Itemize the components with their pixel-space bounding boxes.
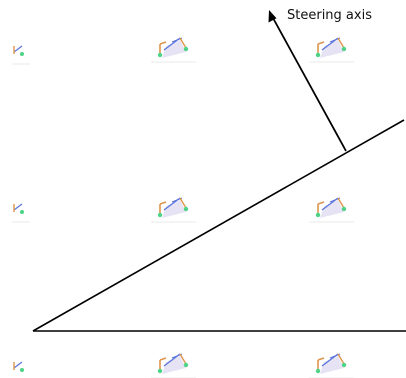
suspension-linkage-icon — [308, 197, 355, 223]
suspension-linkage-icon — [150, 37, 197, 63]
arrowhead-icon — [268, 10, 277, 23]
suspension-linkage-icon — [150, 197, 197, 223]
watermark-pattern — [11, 37, 355, 378]
suspension-linkage-icon — [11, 361, 31, 378]
inclined-line — [32, 119, 405, 332]
suspension-linkage-icon — [308, 353, 355, 378]
steering-axis-label: Steering axis — [287, 8, 372, 23]
suspension-linkage-icon — [150, 353, 197, 378]
suspension-linkage-icon — [11, 203, 31, 223]
steering-axis-arrow — [272, 17, 347, 152]
suspension-linkage-icon — [11, 45, 31, 65]
suspension-linkage-icon — [308, 37, 355, 63]
